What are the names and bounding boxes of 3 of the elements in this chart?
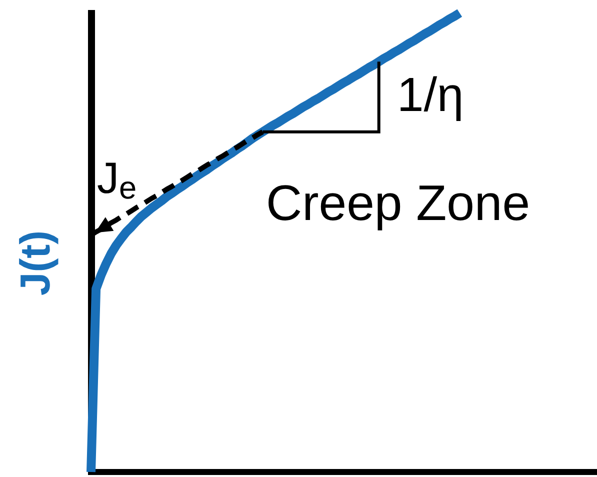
annotation: Creep Zone bbox=[266, 175, 530, 231]
annotation: 1/η bbox=[397, 69, 464, 122]
y-axis-title: J(t) bbox=[12, 230, 59, 296]
